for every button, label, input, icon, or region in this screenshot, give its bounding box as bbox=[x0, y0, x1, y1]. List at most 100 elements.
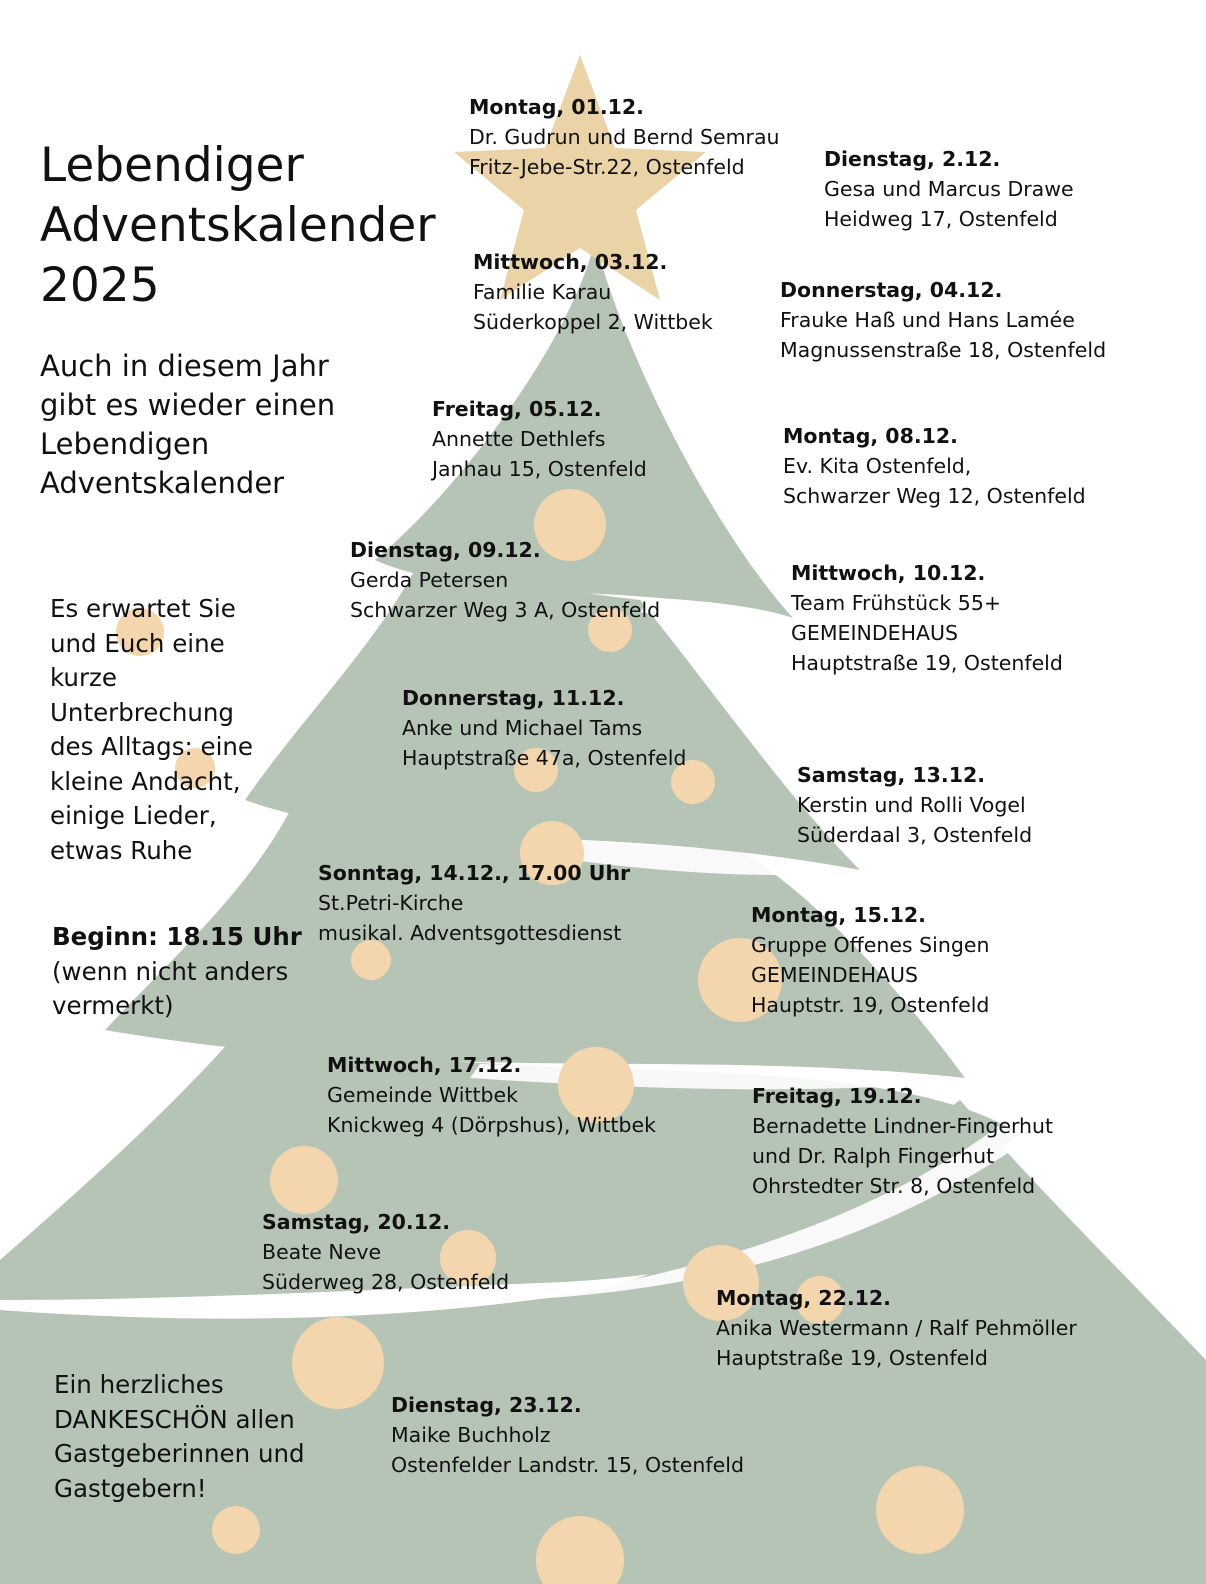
event-entry: Dienstag, 09.12. Gerda Petersen Schwarze… bbox=[350, 535, 660, 625]
event-line: Knickweg 4 (Dörpshus), Wittbek bbox=[327, 1113, 656, 1137]
event-date: Donnerstag, 04.12. bbox=[780, 278, 1003, 302]
event-line: Hauptstr. 19, Ostenfeld bbox=[751, 993, 990, 1017]
event-line: Hauptstraße 47a, Ostenfeld bbox=[402, 746, 687, 770]
event-entry: Mittwoch, 03.12. Familie Karau Süderkopp… bbox=[473, 247, 713, 337]
ornament-icon bbox=[671, 760, 715, 804]
tree-tier-1 bbox=[375, 240, 795, 620]
event-line: Bernadette Lindner-Fingerhut bbox=[752, 1114, 1054, 1138]
ornament-icon bbox=[588, 608, 632, 652]
event-line: Magnussenstraße 18, Ostenfeld bbox=[780, 338, 1107, 362]
event-date: Mittwoch, 03.12. bbox=[473, 250, 668, 274]
ornament-icon bbox=[351, 940, 391, 980]
event-entry: Montag, 22.12. Anika Westermann / Ralf P… bbox=[716, 1283, 1077, 1373]
thanks-text: Ein herzliches DANKESCHÖN allen Gastgebe… bbox=[54, 1370, 305, 1503]
ornament-icon bbox=[558, 1047, 634, 1123]
event-entry: Donnerstag, 04.12. Frauke Haß und Hans L… bbox=[780, 275, 1106, 365]
event-line: Gemeinde Wittbek bbox=[327, 1083, 518, 1107]
event-entry: Samstag, 13.12. Kerstin und Rolli Vogel … bbox=[797, 760, 1032, 850]
event-entry: Samstag, 20.12. Beate Neve Süderweg 28, … bbox=[262, 1207, 509, 1297]
event-line: St.Petri-Kirche bbox=[318, 891, 464, 915]
event-entry: Mittwoch, 10.12. Team Frühstück 55+ GEME… bbox=[791, 558, 1063, 678]
title-line-2: Adventskalender bbox=[40, 198, 436, 253]
ornament-icon bbox=[520, 821, 584, 885]
event-date: Dienstag, 23.12. bbox=[391, 1393, 582, 1417]
event-line: Hauptstraße 19, Ostenfeld bbox=[716, 1346, 988, 1370]
event-date: Freitag, 19.12. bbox=[752, 1084, 922, 1108]
ornament-icon bbox=[175, 748, 215, 788]
event-line: Anika Westermann / Ralf Pehmöller bbox=[716, 1316, 1077, 1340]
event-line: Schwarzer Weg 12, Ostenfeld bbox=[783, 484, 1086, 508]
event-date: Mittwoch, 10.12. bbox=[791, 561, 986, 585]
begin-note: Beginn: 18.15 Uhr (wenn nicht anders ver… bbox=[52, 920, 312, 1024]
title-line-3: 2025 bbox=[40, 258, 160, 313]
event-date: Dienstag, 09.12. bbox=[350, 538, 541, 562]
ornaments bbox=[116, 489, 964, 1584]
begin-note-text: (wenn nicht anders vermerkt) bbox=[52, 956, 289, 1021]
page-title: Lebendiger Adventskalender 2025 bbox=[40, 136, 436, 316]
event-entry: Dienstag, 23.12. Maike Buchholz Ostenfel… bbox=[391, 1390, 744, 1480]
event-line: Annette Dethlefs bbox=[432, 427, 606, 451]
event-line: Anke und Michael Tams bbox=[402, 716, 643, 740]
event-entry: Dienstag, 2.12. Gesa und Marcus Drawe He… bbox=[824, 144, 1074, 234]
event-date: Sonntag, 14.12., 17.00 Uhr bbox=[318, 861, 631, 885]
event-line: Familie Karau bbox=[473, 280, 612, 304]
event-line: Beate Neve bbox=[262, 1240, 382, 1264]
ornament-icon bbox=[440, 1230, 496, 1286]
event-entry: Montag, 01.12. Dr. Gudrun und Bernd Semr… bbox=[469, 92, 780, 182]
event-line: und Dr. Ralph Fingerhut bbox=[752, 1144, 995, 1168]
event-date: Mittwoch, 17.12. bbox=[327, 1053, 522, 1077]
intro-text: Auch in diesem Jahr gibt es wieder einen… bbox=[40, 349, 336, 500]
ornament-icon bbox=[212, 1506, 260, 1554]
event-line: Süderkoppel 2, Wittbek bbox=[473, 310, 713, 334]
event-line: Gerda Petersen bbox=[350, 568, 509, 592]
ornament-icon bbox=[116, 608, 164, 656]
event-date: Samstag, 20.12. bbox=[262, 1210, 451, 1234]
ornament-icon bbox=[698, 938, 782, 1022]
event-entry: Mittwoch, 17.12. Gemeinde Wittbek Knickw… bbox=[327, 1050, 656, 1140]
event-line: GEMEINDEHAUS bbox=[751, 963, 919, 987]
event-line: Frauke Haß und Hans Lamée bbox=[780, 308, 1075, 332]
event-line: Gruppe Offenes Singen bbox=[751, 933, 990, 957]
event-line: Fritz-Jebe-Str.22, Ostenfeld bbox=[469, 155, 745, 179]
event-line: Schwarzer Weg 3 A, Ostenfeld bbox=[350, 598, 661, 622]
event-line: Gesa und Marcus Drawe bbox=[824, 177, 1074, 201]
begin-time: Beginn: 18.15 Uhr bbox=[52, 922, 302, 951]
event-entry: Sonntag, 14.12., 17.00 Uhr St.Petri-Kirc… bbox=[318, 858, 630, 948]
event-line: Maike Buchholz bbox=[391, 1423, 551, 1447]
ornament-icon bbox=[292, 1317, 384, 1409]
ornament-icon bbox=[514, 748, 558, 792]
ornament-icon bbox=[536, 1516, 624, 1584]
description-text: Es erwartet Sie und Euch eine kurze Unte… bbox=[50, 594, 254, 865]
event-line: Süderdaal 3, Ostenfeld bbox=[797, 823, 1033, 847]
event-date: Montag, 08.12. bbox=[783, 424, 958, 448]
event-entry: Freitag, 19.12. Bernadette Lindner-Finge… bbox=[752, 1081, 1053, 1201]
event-entry: Montag, 15.12. Gruppe Offenes Singen GEM… bbox=[751, 900, 989, 1020]
event-line: Heidweg 17, Ostenfeld bbox=[824, 207, 1058, 231]
event-line: Janhau 15, Ostenfeld bbox=[432, 457, 647, 481]
event-date: Dienstag, 2.12. bbox=[824, 147, 1001, 171]
event-line: Kerstin und Rolli Vogel bbox=[797, 793, 1026, 817]
event-line: Hauptstraße 19, Ostenfeld bbox=[791, 651, 1063, 675]
event-date: Samstag, 13.12. bbox=[797, 763, 986, 787]
event-line: Team Frühstück 55+ bbox=[791, 591, 1002, 615]
event-line: Süderweg 28, Ostenfeld bbox=[262, 1270, 510, 1294]
event-line: Ostenfelder Landstr. 15, Ostenfeld bbox=[391, 1453, 744, 1477]
event-date: Donnerstag, 11.12. bbox=[402, 686, 625, 710]
event-date: Montag, 15.12. bbox=[751, 903, 926, 927]
event-line: GEMEINDEHAUS bbox=[791, 621, 959, 645]
star-icon bbox=[454, 55, 706, 300]
ornament-icon bbox=[534, 489, 606, 561]
event-line: Ev. Kita Ostenfeld, bbox=[783, 454, 972, 478]
event-line: Ohrstedter Str. 8, Ostenfeld bbox=[752, 1174, 1036, 1198]
tree-tier-5 bbox=[0, 1100, 1206, 1584]
event-date: Freitag, 05.12. bbox=[432, 397, 602, 421]
ornament-icon bbox=[876, 1466, 964, 1554]
event-date: Montag, 01.12. bbox=[469, 95, 644, 119]
ornament-icon bbox=[270, 1146, 338, 1214]
ornament-icon bbox=[683, 1245, 759, 1321]
event-line: Dr. Gudrun und Bernd Semrau bbox=[469, 125, 780, 149]
event-entry: Montag, 08.12. Ev. Kita Ostenfeld, Schwa… bbox=[783, 421, 1086, 511]
event-line: musikal. Adventsgottesdienst bbox=[318, 921, 622, 945]
ornament-icon bbox=[796, 1276, 844, 1324]
